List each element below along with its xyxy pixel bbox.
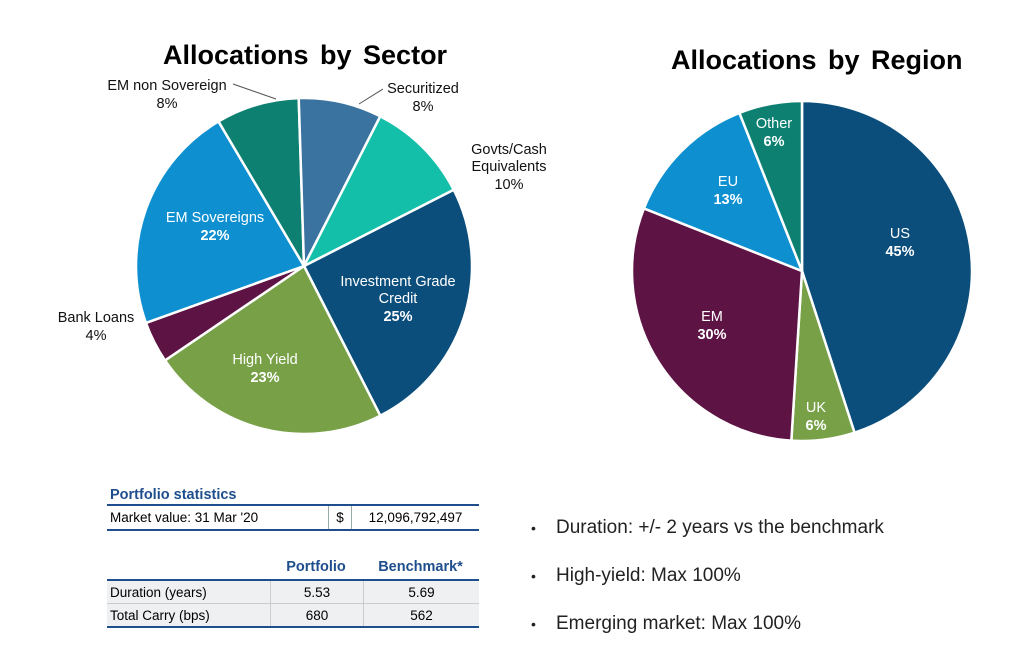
pie-slice-investment-grade-credit xyxy=(302,188,474,418)
slice-label-em-sovereigns: EM Sovereigns 22% xyxy=(166,210,264,244)
list-item: • Duration: +/- 2 years vs the benchmark xyxy=(531,517,884,538)
row-label: Total Carry (bps) xyxy=(107,604,271,626)
pie-charts: Investment Grade Credit 25% High Yield 23% Ba… xyxy=(58,78,974,443)
stats-title: Portfolio statistics xyxy=(110,487,237,503)
col-benchmark: Benchmark* xyxy=(378,559,463,575)
portfolio-value: 5.53 xyxy=(271,581,364,603)
pie-slice-eu xyxy=(642,111,805,274)
market-value-row: Market value: 31 Mar '20 $ 12,096,792,49… xyxy=(107,504,479,531)
table-row: Duration (years) 5.53 5.69 xyxy=(107,581,479,604)
stats-table-header: Portfolio Benchmark* xyxy=(107,555,479,581)
slice-label-uk: UK 6% xyxy=(806,400,827,434)
pie-slice-govts-cash-equivalents xyxy=(301,114,456,269)
pie-slice-other xyxy=(737,99,804,272)
table-row: Total Carry (bps) 680 562 xyxy=(107,604,479,628)
bullet-icon: • xyxy=(531,520,536,536)
slice-label-investment-grade-credit: Investment Grade Credit 25% xyxy=(340,274,455,325)
portfolio-statistics: Portfolio statistics Market value: 31 Ma… xyxy=(107,487,479,628)
slice-label-securitized: Securitized 8% xyxy=(387,81,459,115)
currency-symbol: $ xyxy=(329,506,352,529)
list-item: • Emerging market: Max 100% xyxy=(531,613,801,634)
slice-label-other: Other 6% xyxy=(756,116,792,150)
leader-line xyxy=(358,88,384,105)
slice-label-eu: EU 13% xyxy=(713,174,742,208)
portfolio-value: 680 xyxy=(271,604,364,626)
slice-label-high-yield: High Yield 23% xyxy=(232,352,297,386)
pie-slice-em-sovereigns xyxy=(134,119,306,325)
bullet-icon: • xyxy=(531,568,536,584)
row-label: Duration (years) xyxy=(107,581,271,603)
slice-label-bank-loans: Bank Loans 4% xyxy=(58,310,135,344)
slice-label-em: EM 30% xyxy=(697,309,726,343)
col-portfolio: Portfolio xyxy=(286,559,346,575)
leader-line xyxy=(232,83,277,100)
slice-label-us: US 45% xyxy=(885,226,914,260)
slice-label-em-non-sovereign: EM non Sovereign 8% xyxy=(107,78,226,112)
pie-slice-us xyxy=(800,99,974,435)
market-value: 12,096,792,497 xyxy=(368,510,463,525)
sector-chart-title: Allocations by Sector xyxy=(163,40,448,70)
benchmark-value: 562 xyxy=(410,607,433,623)
slice-label-govts-cash-equivalents: Govts/Cash Equivalents 10% xyxy=(471,142,547,193)
bullet-icon: • xyxy=(531,616,536,632)
list-item: • High-yield: Max 100% xyxy=(531,565,741,586)
market-value-label: Market value: 31 Mar '20 xyxy=(107,506,329,529)
region-chart-title: Allocations by Region xyxy=(671,45,963,75)
guidelines-list: • Duration: +/- 2 years vs the benchmark … xyxy=(531,516,884,660)
benchmark-value: 5.69 xyxy=(408,584,435,600)
pie-slice-high-yield xyxy=(163,264,382,436)
pie-slice-em xyxy=(630,206,804,442)
